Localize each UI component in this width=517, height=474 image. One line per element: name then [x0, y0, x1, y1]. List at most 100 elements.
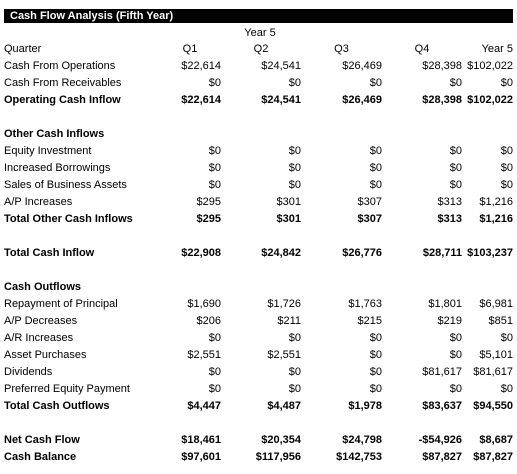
- value-cell: $18,461: [181, 434, 221, 446]
- value-cell: $103,237: [467, 247, 513, 259]
- spacer-cell: [221, 228, 301, 245]
- value-cell: $0: [500, 162, 513, 174]
- value-cell: $26,776: [342, 247, 382, 259]
- value-cell: $117,956: [255, 451, 301, 463]
- spacer-cell: [301, 228, 382, 245]
- cash-flow-table: Quarter Q1 Q2 Q3 Q4 Year 5 Cash From Ope…: [4, 41, 513, 466]
- table-row: Cash From Receivables $0 $0 $0 $0 $0: [4, 75, 513, 92]
- spacer-cell: [221, 109, 301, 126]
- value-cell: $313: [437, 196, 462, 208]
- table-row: Equity Investment $0 $0 $0 $0 $0: [4, 143, 513, 160]
- value-cell: $0: [369, 383, 382, 395]
- value-cell: $295: [196, 196, 221, 208]
- spacer-cell: [221, 415, 301, 432]
- value-cell: $0: [369, 179, 382, 191]
- value-cell: [462, 126, 513, 143]
- value-cell: $24,842: [261, 247, 301, 259]
- row-label: Sales of Business Assets: [4, 179, 127, 191]
- value-cell: $102,022: [467, 94, 513, 106]
- value-cell: $0: [369, 332, 382, 344]
- table-row: Operating Cash Inflow $22,614 $24,541 $26,4…: [4, 92, 513, 109]
- table-row: Total Other Cash Inflows $295 $301 $307 $313…: [4, 211, 513, 228]
- row-label: Equity Investment: [4, 145, 92, 157]
- value-cell: $0: [369, 145, 382, 157]
- spacer-cell: [462, 109, 513, 126]
- column-header-q2: Q2: [253, 43, 269, 55]
- value-cell: $24,541: [261, 60, 301, 72]
- spacer-cell: [4, 415, 159, 432]
- table-row: Other Cash Inflows: [4, 126, 513, 143]
- value-cell: $1,801: [428, 298, 462, 310]
- spacer-cell: [4, 228, 159, 245]
- value-cell: $8,687: [479, 434, 513, 446]
- row-label: Total Cash Inflow: [4, 247, 95, 259]
- table-row: Total Cash Outflows $4,447 $4,487 $1,978 $83…: [4, 398, 513, 415]
- value-cell: $0: [449, 332, 462, 344]
- row-label: A/R Increases: [4, 332, 74, 344]
- table-row: Repayment of Principal $1,690 $1,726 $1,763…: [4, 296, 513, 313]
- value-cell: [382, 126, 462, 143]
- column-header-year: Year 5: [481, 43, 513, 55]
- value-cell: $295: [196, 213, 221, 225]
- row-label: A/P Decreases: [4, 315, 78, 327]
- column-header-q4: Q4: [414, 43, 430, 55]
- value-cell: $0: [288, 332, 301, 344]
- value-cell: $24,541: [261, 94, 301, 106]
- value-cell: $4,447: [187, 400, 221, 412]
- spacer-cell: [159, 228, 221, 245]
- table-row: A/P Decreases $206 $211 $215 $219 $851: [4, 313, 513, 330]
- spacer-cell: [382, 415, 462, 432]
- value-cell: $307: [357, 196, 382, 208]
- year-group-header: Year 5: [244, 27, 276, 39]
- value-cell: $2,551: [267, 349, 301, 361]
- table-row: Increased Borrowings $0 $0 $0 $0 $0: [4, 160, 513, 177]
- value-cell: $0: [208, 332, 221, 344]
- value-cell: $28,398: [422, 94, 462, 106]
- value-cell: $83,637: [422, 400, 462, 412]
- value-cell: $0: [449, 145, 462, 157]
- row-label: Increased Borrowings: [4, 162, 111, 174]
- value-cell: $4,487: [267, 400, 301, 412]
- value-cell: $211: [277, 315, 301, 327]
- value-cell: [159, 279, 221, 296]
- table-row: Total Cash Inflow $22,908 $24,842 $26,776 $2…: [4, 245, 513, 262]
- value-cell: $0: [208, 366, 221, 378]
- table-row: A/R Increases $0 $0 $0 $0 $0: [4, 330, 513, 347]
- table-row: Cash Balance $97,601 $117,956 $142,753 $87,8…: [4, 449, 513, 466]
- spacer-cell: [4, 262, 159, 279]
- value-cell: $5,101: [479, 349, 513, 361]
- row-label: Total Other Cash Inflows: [4, 213, 133, 225]
- value-cell: $102,022: [467, 60, 513, 72]
- column-header-q1: Q1: [182, 43, 198, 55]
- table-row: Preferred Equity Payment $0 $0 $0 $0 $0: [4, 381, 513, 398]
- value-cell: $97,601: [181, 451, 221, 463]
- value-cell: $0: [288, 179, 301, 191]
- spacer-cell: [4, 109, 159, 126]
- value-cell: [221, 126, 301, 143]
- value-cell: $0: [208, 145, 221, 157]
- row-label: Preferred Equity Payment: [4, 383, 130, 395]
- value-cell: $0: [288, 77, 301, 89]
- table-row: Cash Outflows: [4, 279, 513, 296]
- spacer-cell: [462, 262, 513, 279]
- value-cell: $0: [449, 349, 462, 361]
- value-cell: $81,617: [473, 366, 513, 378]
- value-cell: $142,753: [336, 451, 382, 463]
- value-cell: $0: [208, 179, 221, 191]
- spacer-row: [4, 109, 513, 126]
- row-label: Dividends: [4, 366, 53, 378]
- value-cell: $22,614: [181, 60, 221, 72]
- row-label: A/P Increases: [4, 196, 73, 208]
- value-cell: $0: [208, 77, 221, 89]
- row-label: Cash From Receivables: [4, 77, 122, 89]
- row-label: Asset Purchases: [4, 349, 87, 361]
- spacer-cell: [462, 228, 513, 245]
- value-cell: $87,827: [422, 451, 462, 463]
- value-cell: [159, 126, 221, 143]
- row-label: Repayment of Principal: [4, 298, 118, 310]
- value-cell: $0: [208, 383, 221, 395]
- row-label: Cash Outflows: [4, 281, 82, 293]
- value-cell: $0: [500, 77, 513, 89]
- value-cell: $0: [500, 383, 513, 395]
